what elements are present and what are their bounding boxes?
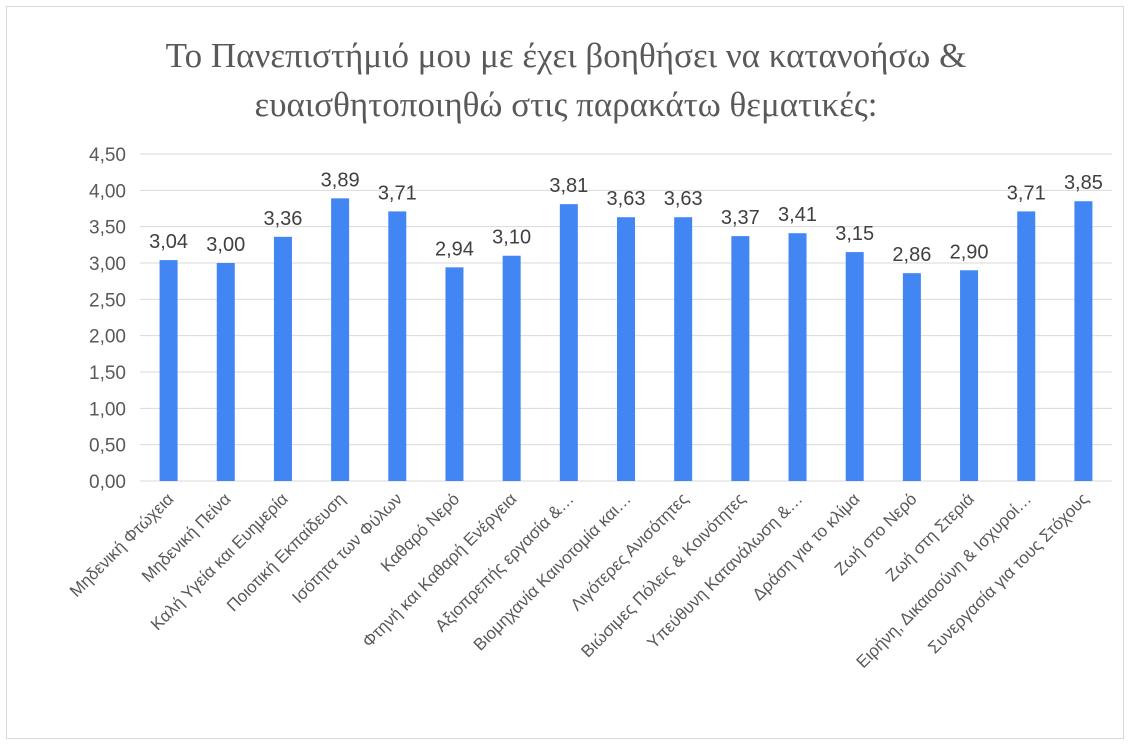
- chart-title-line-2: ευαισθητοποιηθώ στις παρακάτω θεματικές:: [254, 85, 878, 124]
- data-label: 2,94: [435, 238, 474, 260]
- bar: [788, 233, 807, 481]
- bar: [617, 217, 635, 481]
- y-tick-label: 2,50: [89, 290, 126, 311]
- bar: [559, 204, 578, 481]
- y-tick-label: 0,50: [89, 436, 126, 457]
- data-label: 3,15: [835, 223, 874, 245]
- data-label: 3,41: [778, 204, 817, 226]
- category-label: Δράση για το κλίμα: [749, 489, 864, 604]
- category-label: Μηδενική Φτώχεια: [66, 489, 178, 601]
- data-label: 3,00: [206, 234, 245, 256]
- data-label: 2,90: [950, 241, 989, 263]
- data-label: 3,89: [321, 169, 360, 191]
- y-tick-label: 3,00: [89, 254, 126, 275]
- y-tick-label: 0,00: [89, 472, 126, 493]
- y-tick-label: 4,00: [89, 181, 126, 202]
- bar: [273, 236, 292, 481]
- bar: [388, 211, 407, 481]
- chart-title-line-1: Το Πανεπιστήμιό μου με έχει βοηθήσει να …: [165, 36, 967, 75]
- y-tick-label: 1,50: [89, 363, 126, 384]
- data-label: 3,10: [492, 227, 531, 249]
- bar: [502, 255, 521, 481]
- bar: [845, 252, 864, 481]
- data-label: 3,71: [1007, 182, 1046, 204]
- data-label: 3,71: [378, 182, 417, 204]
- bar: [331, 198, 350, 481]
- data-label: 3,81: [549, 175, 588, 197]
- bar: [731, 236, 750, 481]
- y-tick-label: 2,00: [89, 327, 126, 348]
- data-label: 3,85: [1064, 172, 1103, 194]
- data-label: 3,37: [721, 207, 760, 229]
- category-label: Ισότητα των Φύλων: [288, 489, 406, 607]
- bar: [902, 273, 921, 481]
- y-tick-label: 1,00: [89, 399, 126, 420]
- data-label: 3,04: [149, 231, 188, 253]
- data-label: 2,86: [892, 244, 931, 266]
- bar: [1017, 211, 1036, 481]
- data-label: 3,36: [263, 208, 302, 230]
- y-tick-label: 4,50: [89, 145, 126, 166]
- bar: [216, 263, 235, 481]
- bar: [960, 270, 979, 481]
- data-label: 3,63: [607, 188, 646, 210]
- bar: [1074, 201, 1093, 481]
- bar: [159, 260, 178, 481]
- data-label: 3,63: [664, 188, 703, 210]
- bar: [445, 267, 464, 481]
- y-tick-label: 3,50: [89, 218, 126, 239]
- bar: [674, 217, 693, 481]
